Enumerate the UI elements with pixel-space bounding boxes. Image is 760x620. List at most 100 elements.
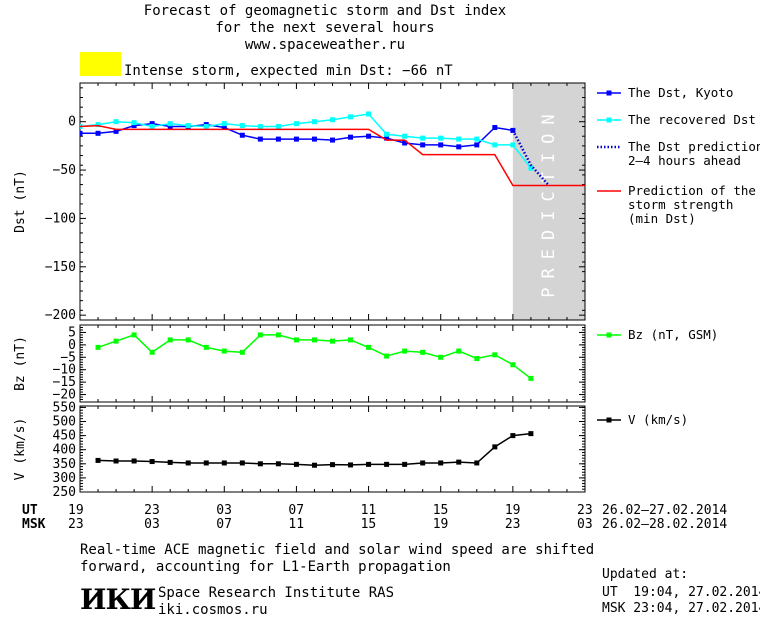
updated-msk-time: MSK 23:04, 27.02.2014	[602, 601, 760, 616]
v-km-s-point	[275, 461, 281, 467]
the-dst-kyoto-point	[167, 124, 173, 130]
the-dst-prediction-legend-label: 2–4 hours ahead	[628, 153, 741, 168]
the-dst-kyoto-point	[113, 128, 119, 134]
propagation-note-line-1: Real-time ACE magnetic field and solar w…	[80, 542, 595, 558]
the-recovered-dst-point	[95, 122, 101, 128]
the-dst-kyoto-point	[438, 142, 444, 148]
y-tick-label: −15	[53, 375, 76, 390]
msk-tick-label: 15	[360, 517, 377, 532]
institute-site-link[interactable]: iki.cosmos.ru	[158, 602, 268, 618]
the-dst-kyoto-point	[366, 133, 372, 139]
y-tick-label: 550	[53, 400, 76, 415]
the-dst-kyoto-point	[221, 124, 227, 130]
the-recovered-dst-point	[492, 142, 498, 148]
ut-tick-label: 15	[432, 503, 449, 518]
msk-date-range: 26.02–28.02.2014	[602, 517, 728, 532]
the-dst-kyoto-legend-label: The Dst, Kyoto	[628, 85, 733, 100]
the-dst-kyoto-point	[131, 123, 137, 129]
bz-nt-gsm-point	[257, 332, 263, 338]
prediction-region	[512, 83, 585, 320]
chart-title-line-1: Forecast of geomagnetic storm and Dst in…	[143, 3, 507, 19]
v-km-s-point	[149, 459, 155, 465]
the-recovered-dst-point	[438, 135, 444, 141]
y-tick-label: 400	[53, 443, 76, 458]
the-recovered-dst-point	[420, 135, 426, 141]
v-km-s-point	[131, 458, 137, 464]
the-recovered-dst-point	[456, 136, 462, 142]
v-km-s-point	[366, 461, 372, 467]
the-recovered-dst-point	[366, 111, 372, 117]
y-tick-label: 300	[53, 471, 76, 486]
the-recovered-dst-point	[185, 123, 191, 129]
bz-nt-gsm-point	[293, 337, 299, 343]
ut-axis-label: UT	[22, 503, 38, 518]
updated-label: Updated at:	[602, 567, 689, 582]
the-recovered-dst-legend-marker	[606, 117, 612, 123]
propagation-note-line-2: forward, accounting for L1-Earth propaga…	[80, 559, 451, 575]
ut-tick-label: 11	[360, 503, 377, 518]
v-km-s-point	[384, 461, 390, 467]
chart-title-line-2: for the next several hours	[215, 20, 435, 36]
bz-nt-gsm-point	[348, 337, 354, 343]
v-km-s-point	[456, 459, 462, 465]
bz-nt-gsm-point	[420, 349, 426, 355]
v-km-s-point	[95, 457, 101, 463]
the-dst-kyoto-point	[257, 136, 263, 142]
the-dst-prediction-line	[511, 129, 550, 187]
msk-tick-label: 23	[68, 517, 84, 532]
the-dst-kyoto-line	[80, 122, 514, 148]
bz-nt-gsm-legend-marker	[606, 332, 612, 338]
bz-nt-gsm-point	[474, 356, 480, 362]
v-km-s-point	[510, 433, 516, 439]
v-km-s-point	[438, 460, 444, 466]
bz-nt-gsm-point	[510, 362, 516, 368]
updated-ut-time: UT 19:04, 27.02.2014	[602, 585, 760, 600]
v-km-s-point	[311, 462, 317, 468]
the-dst-kyoto-point	[311, 136, 317, 142]
the-recovered-dst-point	[402, 133, 408, 139]
bz-nt-gsm-point	[330, 338, 335, 344]
y-tick-label: 350	[53, 457, 76, 472]
the-dst-kyoto-point	[80, 130, 83, 136]
bz-nt-gsm-point	[311, 337, 317, 343]
chart-title-line-3[interactable]: www.spaceweather.ru	[244, 37, 406, 53]
the-dst-prediction-legend-label: The Dst prediction	[628, 139, 760, 154]
the-recovered-dst-point	[330, 117, 335, 123]
the-recovered-dst-point	[167, 121, 173, 127]
v-km-s-point	[330, 462, 335, 468]
the-recovered-dst-point	[474, 136, 480, 142]
ut-tick-label: 19	[504, 503, 521, 518]
msk-tick-label: 11	[288, 517, 305, 532]
msk-tick-label: 07	[216, 517, 232, 532]
bz-panel: 50−5−10−15−20 Bz (nT)	[13, 324, 586, 403]
the-dst-kyoto-point	[402, 140, 408, 146]
v-km-s-point	[492, 444, 498, 450]
v-km-s-point	[293, 461, 299, 467]
y-axis-title: Bz (nT)	[13, 336, 28, 391]
prediction-of-the-legend-label: storm strength	[628, 197, 733, 212]
y-tick-label: −5	[60, 350, 76, 365]
y-tick-label: 5	[68, 325, 76, 340]
the-dst-kyoto-point	[239, 132, 245, 138]
y-tick-label: 0	[68, 338, 76, 353]
iki-logo[interactable]: ИКИ	[80, 583, 156, 616]
ut-tick-label: 07	[288, 503, 305, 518]
prediction-of-the-legend-label: Prediction of the	[628, 183, 756, 198]
the-dst-kyoto-point	[492, 124, 498, 130]
v-km-s-legend-label: V (km/s)	[628, 412, 688, 427]
v-km-s-point	[167, 459, 173, 465]
the-dst-kyoto-point	[348, 134, 354, 140]
bz-nt-gsm-point	[438, 354, 444, 360]
bz-nt-gsm-point	[275, 332, 281, 338]
the-recovered-dst-point	[311, 119, 317, 125]
the-recovered-dst-point	[131, 120, 137, 126]
the-dst-kyoto-point	[95, 130, 101, 136]
y-tick-label: −20	[53, 388, 76, 403]
the-dst-kyoto-point	[420, 142, 426, 148]
y-tick-label: 0	[68, 115, 76, 130]
bz-nt-gsm-point	[492, 352, 498, 358]
the-dst-kyoto-point	[474, 142, 480, 148]
bz-nt-gsm-point	[95, 344, 101, 350]
ut-tick-label: 19	[68, 503, 84, 518]
